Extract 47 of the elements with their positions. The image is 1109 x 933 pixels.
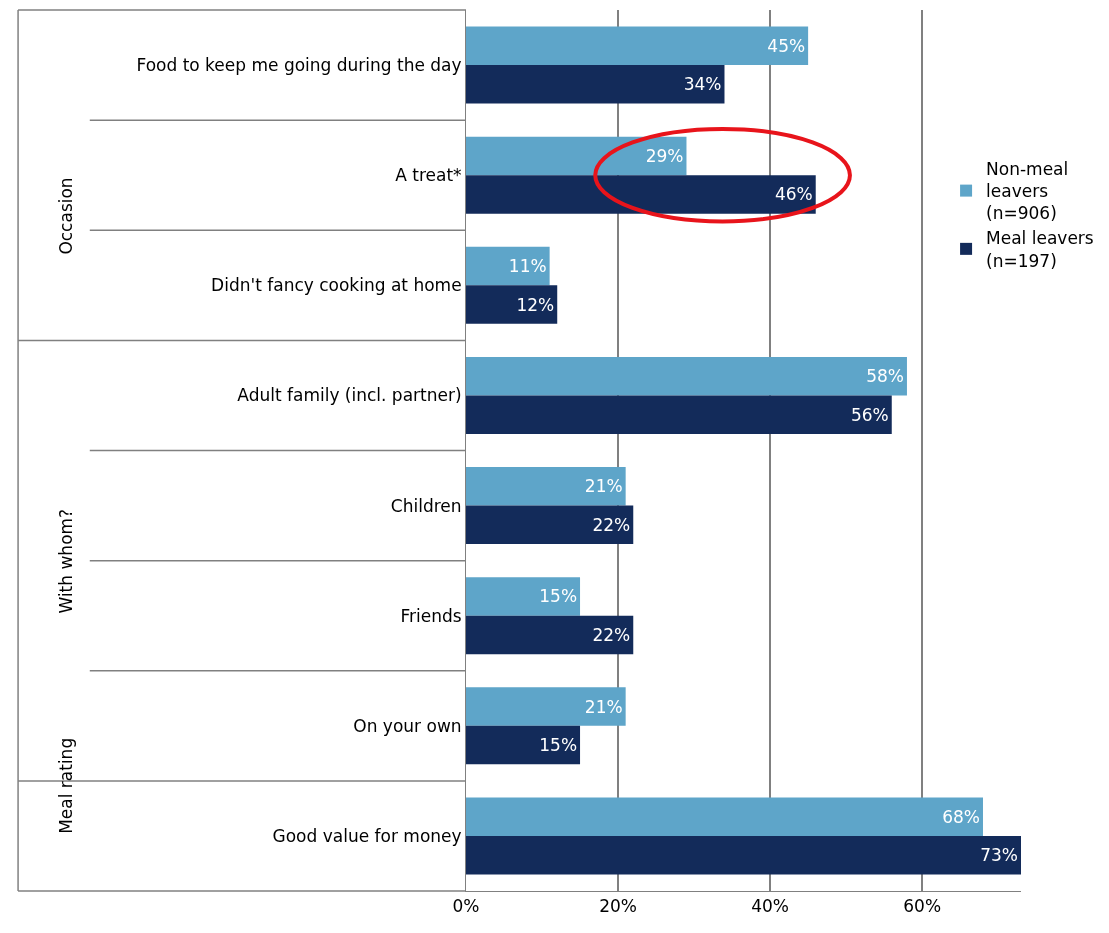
- data-label: 22%: [592, 624, 631, 645]
- y-tick-label: On your own: [353, 715, 462, 736]
- x-tick-label: 0%: [452, 896, 480, 917]
- data-label: 46%: [774, 184, 813, 205]
- text: Meal rating: [55, 737, 76, 834]
- data-label: 73%: [980, 845, 1018, 866]
- data-label: 11%: [508, 256, 547, 277]
- legend-label: Non-meal leavers (n=906): [986, 159, 1069, 224]
- y-tick-label: Didn't fancy cooking at home: [211, 275, 462, 296]
- x-tick-label: 20%: [599, 896, 637, 917]
- text: Occasion: [56, 177, 77, 255]
- bar: [466, 797, 983, 836]
- data-label: 22%: [592, 514, 631, 535]
- y-tick-label: Friends: [400, 605, 462, 626]
- data-label: 15%: [539, 735, 578, 756]
- data-label: 29%: [645, 145, 684, 166]
- bar: [466, 467, 626, 506]
- y-tick-label: A treat*: [395, 165, 462, 186]
- y-tick-label: Adult family (incl. partner): [237, 385, 462, 406]
- legend-label: Meal leavers (n=197): [986, 228, 1094, 271]
- y-tick-label: Food to keep me going during the day: [136, 55, 462, 76]
- bar: [466, 577, 581, 616]
- bar: [466, 687, 626, 726]
- data-label: 56%: [850, 404, 889, 425]
- data-label: 45%: [767, 35, 806, 56]
- data-label: 21%: [584, 696, 623, 717]
- x-tick-label: 40%: [751, 896, 790, 917]
- bar: [466, 835, 1021, 875]
- text: With whom?: [56, 508, 77, 614]
- data-label: 68%: [942, 806, 980, 827]
- bar: [466, 285, 558, 324]
- data-label: 12%: [516, 294, 555, 315]
- bar: [466, 395, 892, 434]
- x-tick-label: 60%: [903, 896, 942, 917]
- bar: [466, 356, 907, 396]
- y-tick-label: Good value for money: [272, 825, 462, 846]
- bar: [466, 505, 634, 545]
- data-label: 34%: [683, 74, 722, 95]
- bar: [466, 615, 634, 655]
- data-label: 58%: [866, 366, 904, 387]
- bar: [466, 246, 550, 286]
- bar: [466, 65, 725, 104]
- data-label: 21%: [584, 476, 623, 497]
- bar: [466, 725, 581, 765]
- data-label: 15%: [539, 586, 578, 607]
- y-tick-label: Children: [390, 495, 462, 516]
- bar: [466, 26, 809, 66]
